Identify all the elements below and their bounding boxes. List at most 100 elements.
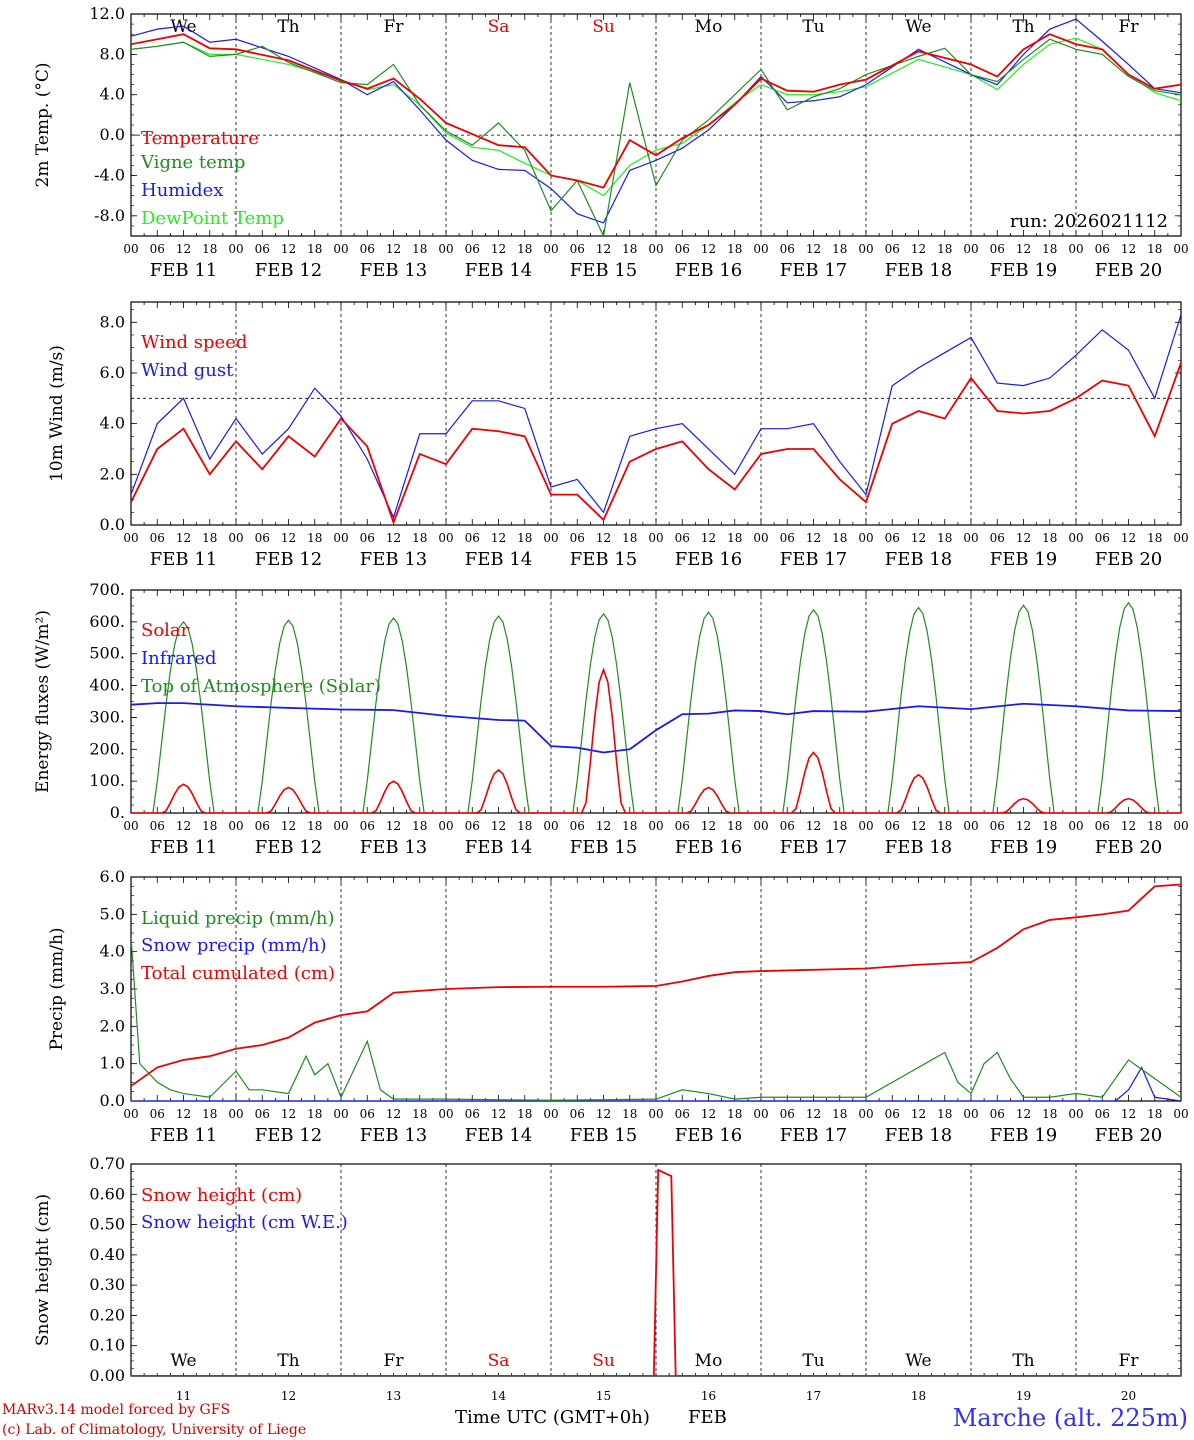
x-axis-title: Time UTC (GMT+0h) [455, 1407, 650, 1428]
legend-entry: Snow height (cm W.E.) [141, 1212, 348, 1233]
legend-entry: Total cumulated (cm) [141, 963, 335, 984]
x-tick-label: 06 [780, 819, 795, 833]
date-label: FEB 17 [780, 260, 847, 281]
x-tick-label: 00 [1068, 1107, 1083, 1121]
x-tick-label: 06 [675, 531, 690, 545]
date-label: FEB 17 [780, 837, 847, 858]
y-tick-label: 0.30 [89, 1275, 125, 1294]
x-tick-label: 00 [648, 531, 663, 545]
x-tick-label: 00 [753, 531, 768, 545]
series-group [131, 883, 1181, 1101]
x-tick-label: 00 [438, 1107, 453, 1121]
x-tick-label: 18 [1042, 242, 1057, 256]
y-tick-label: 8.0 [100, 44, 125, 63]
panel-5: 11 12 13 14 15 16 17 18 19 20 0.00 0.10 0.20 0.30 0.40… [33, 1154, 1182, 1403]
x-tick-label: 06 [1095, 531, 1110, 545]
x-tick-label: 00 [648, 819, 663, 833]
date-label: FEB 11 [150, 1125, 217, 1146]
series-group [131, 1168, 1181, 1376]
y-axis-label: 2m Temp. (°C) [33, 62, 53, 187]
series-infrared-line [131, 702, 1181, 754]
x-tick-label: 06 [675, 242, 690, 256]
x-tick-label: 12 [596, 242, 611, 256]
x-tick-label: 18 [517, 819, 532, 833]
x-tick-label: 18 [412, 1107, 427, 1121]
series-line-liquid-precip-mm-h- [131, 936, 1181, 1101]
x-tick-label: 12 [491, 1107, 506, 1121]
credit-line-1: MARv3.14 model forced by GFS [2, 1402, 230, 1418]
date-label: FEB 12 [255, 549, 322, 570]
panel-2: 00 06 12 18 00 06 12 18 00 06 12 18 00 06 12 18 00 06 12 18… [47, 301, 1189, 570]
day-number-label: 11 [176, 1389, 191, 1403]
x-tick-label: 18 [622, 531, 637, 545]
x-tick-label: 18 [622, 242, 637, 256]
x-tick-label: 00 [228, 819, 243, 833]
x-tick-label: 06 [255, 531, 270, 545]
x-tick-label: 06 [570, 242, 585, 256]
x-tick-label: 00 [1173, 1107, 1188, 1121]
x-tick-label: 00 [858, 531, 873, 545]
x-tick-label: 00 [963, 1107, 978, 1121]
weekday-label: We [170, 17, 196, 37]
x-tick-label: 18 [832, 1107, 847, 1121]
x-tick-label: 18 [622, 819, 637, 833]
date-label: FEB 20 [1095, 260, 1162, 281]
x-tick-label: 00 [858, 242, 873, 256]
panel-4: 00 06 12 18 00 06 12 18 00 06 12 18 00 06 12 18 00 06 12 18… [47, 867, 1189, 1146]
x-tick-label: 18 [937, 819, 952, 833]
x-tick-label: 06 [1095, 1107, 1110, 1121]
date-label: FEB 17 [780, 549, 847, 570]
x-tick-label: 12 [701, 819, 716, 833]
x-tick-label: 00 [1068, 819, 1083, 833]
x-tick-label: 00 [228, 242, 243, 256]
y-tick-label: 0.20 [89, 1305, 125, 1324]
x-tick-label: 18 [202, 242, 217, 256]
legend-entry: Humidex [141, 180, 223, 201]
y-tick-label: 4.0 [100, 85, 125, 104]
x-tick-label: 06 [150, 531, 165, 545]
x-tick-label: 18 [517, 242, 532, 256]
legend-entry: Vigne temp [140, 152, 245, 173]
date-label: FEB 18 [885, 1125, 952, 1146]
date-label: FEB 18 [885, 549, 952, 570]
x-tick-label: 06 [360, 1107, 375, 1121]
x-tick-label: 00 [333, 1107, 348, 1121]
series-line-vigne-temp [131, 38, 1181, 236]
date-label: FEB 13 [360, 837, 427, 858]
x-tick-label: 00 [123, 819, 138, 833]
x-tick-label: 00 [123, 1107, 138, 1121]
x-tick-label: 12 [176, 1107, 191, 1121]
plot-frame [130, 589, 1182, 814]
x-tick-label: 12 [596, 819, 611, 833]
x-tick-label: 00 [543, 531, 558, 545]
y-tick-label: 0.0 [100, 1091, 125, 1110]
x-tick-label: 00 [228, 531, 243, 545]
x-tick-label: 12 [386, 1107, 401, 1121]
x-tick-label: 18 [727, 242, 742, 256]
date-label: FEB 13 [360, 549, 427, 570]
x-tick-label: 18 [1147, 242, 1162, 256]
y-tick-label: -4.0 [94, 165, 125, 184]
weekday-label: Su [592, 17, 615, 37]
x-tick-label: 12 [806, 819, 821, 833]
weekday-label: Sa [488, 1351, 510, 1371]
x-tick-label: 12 [1121, 531, 1136, 545]
x-tick-label: 12 [911, 242, 926, 256]
x-tick-label: 06 [150, 819, 165, 833]
series-line-snow-height-cm- [131, 1168, 1181, 1376]
date-label: FEB 20 [1095, 1125, 1162, 1146]
y-tick-label: 0.0 [100, 515, 125, 534]
x-tick-label: 18 [307, 1107, 322, 1121]
x-tick-label: 18 [1042, 1107, 1057, 1121]
y-tick-label: 100. [89, 771, 125, 790]
x-tick-label: 06 [990, 531, 1005, 545]
y-tick-label: 12.0 [89, 4, 125, 23]
credit-line-2: (c) Lab. of Climatology, University of L… [2, 1422, 306, 1438]
series-group [131, 18, 1181, 236]
x-tick-label: 12 [1016, 819, 1031, 833]
y-tick-label: -8.0 [94, 206, 125, 225]
day-number-label: 15 [596, 1389, 611, 1403]
x-tick-label: 12 [806, 242, 821, 256]
series-group [131, 314, 1181, 525]
